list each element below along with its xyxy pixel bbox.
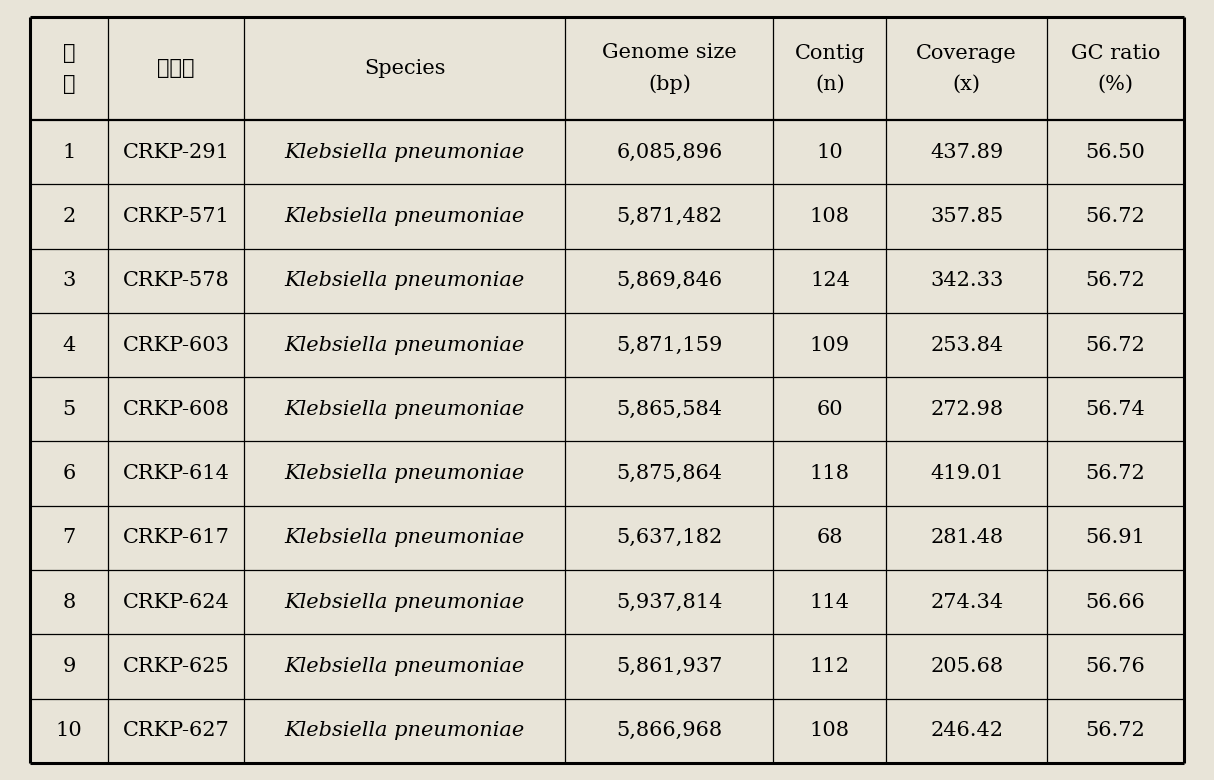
Text: 3: 3 bbox=[62, 271, 75, 290]
Text: 2: 2 bbox=[62, 207, 75, 226]
Text: 5,865,584: 5,865,584 bbox=[617, 400, 722, 419]
Text: 4: 4 bbox=[62, 335, 75, 355]
Text: 5,866,968: 5,866,968 bbox=[617, 722, 722, 740]
Text: Species: Species bbox=[364, 59, 446, 78]
Text: Klebsiella pneumoniae: Klebsiella pneumoniae bbox=[285, 528, 524, 548]
Text: CRKP-608: CRKP-608 bbox=[123, 400, 229, 419]
Text: 357.85: 357.85 bbox=[930, 207, 1003, 226]
Text: Klebsiella pneumoniae: Klebsiella pneumoniae bbox=[285, 593, 524, 612]
Text: 109: 109 bbox=[810, 335, 850, 355]
Text: 108: 108 bbox=[810, 207, 850, 226]
Text: Klebsiella pneumoniae: Klebsiella pneumoniae bbox=[285, 657, 524, 676]
Text: 56.66: 56.66 bbox=[1085, 593, 1145, 612]
Text: 56.72: 56.72 bbox=[1085, 271, 1145, 290]
Text: 56.76: 56.76 bbox=[1085, 657, 1145, 676]
Text: CRKP-627: CRKP-627 bbox=[123, 722, 229, 740]
Text: 56.72: 56.72 bbox=[1085, 335, 1145, 355]
Text: GC ratio
(%): GC ratio (%) bbox=[1071, 44, 1159, 94]
Text: 56.72: 56.72 bbox=[1085, 207, 1145, 226]
Text: Klebsiella pneumoniae: Klebsiella pneumoniae bbox=[285, 464, 524, 483]
Text: 1: 1 bbox=[62, 143, 75, 161]
Text: 10: 10 bbox=[56, 722, 83, 740]
Text: 번
호: 번 호 bbox=[63, 44, 75, 94]
Text: CRKP-291: CRKP-291 bbox=[123, 143, 229, 161]
Text: CRKP-617: CRKP-617 bbox=[123, 528, 229, 548]
Text: CRKP-603: CRKP-603 bbox=[123, 335, 229, 355]
Text: 246.42: 246.42 bbox=[930, 722, 1003, 740]
Text: CRKP-571: CRKP-571 bbox=[123, 207, 229, 226]
Text: 7: 7 bbox=[62, 528, 75, 548]
Text: 56.91: 56.91 bbox=[1085, 528, 1145, 548]
Text: 118: 118 bbox=[810, 464, 850, 483]
Text: 60: 60 bbox=[817, 400, 844, 419]
Text: 56.72: 56.72 bbox=[1085, 464, 1145, 483]
Text: 8: 8 bbox=[62, 593, 75, 612]
Text: 68: 68 bbox=[817, 528, 844, 548]
Text: 5,637,182: 5,637,182 bbox=[617, 528, 722, 548]
Text: 56.50: 56.50 bbox=[1085, 143, 1145, 161]
Text: 274.34: 274.34 bbox=[930, 593, 1003, 612]
Text: 5,871,482: 5,871,482 bbox=[617, 207, 722, 226]
Text: 281.48: 281.48 bbox=[930, 528, 1003, 548]
Text: CRKP-625: CRKP-625 bbox=[123, 657, 229, 676]
Text: Klebsiella pneumoniae: Klebsiella pneumoniae bbox=[285, 207, 524, 226]
Text: 6,085,896: 6,085,896 bbox=[617, 143, 722, 161]
Text: 124: 124 bbox=[810, 271, 850, 290]
Text: CRKP-578: CRKP-578 bbox=[123, 271, 229, 290]
Text: 6: 6 bbox=[62, 464, 75, 483]
Text: Genome size
(bp): Genome size (bp) bbox=[602, 43, 737, 94]
Text: 272.98: 272.98 bbox=[930, 400, 1003, 419]
Text: Klebsiella pneumoniae: Klebsiella pneumoniae bbox=[285, 143, 524, 161]
Text: Klebsiella pneumoniae: Klebsiella pneumoniae bbox=[285, 722, 524, 740]
Text: 5,875,864: 5,875,864 bbox=[617, 464, 722, 483]
Text: 5,871,159: 5,871,159 bbox=[617, 335, 722, 355]
Text: 9: 9 bbox=[62, 657, 75, 676]
Text: 5,937,814: 5,937,814 bbox=[617, 593, 722, 612]
Text: 10: 10 bbox=[817, 143, 844, 161]
Text: 419.01: 419.01 bbox=[930, 464, 1004, 483]
Text: 342.33: 342.33 bbox=[930, 271, 1003, 290]
Text: 205.68: 205.68 bbox=[930, 657, 1003, 676]
Text: CRKP-614: CRKP-614 bbox=[123, 464, 229, 483]
Text: CRKP-624: CRKP-624 bbox=[123, 593, 229, 612]
Text: 5,869,846: 5,869,846 bbox=[617, 271, 722, 290]
Text: Klebsiella pneumoniae: Klebsiella pneumoniae bbox=[285, 400, 524, 419]
Text: 108: 108 bbox=[810, 722, 850, 740]
Text: Klebsiella pneumoniae: Klebsiella pneumoniae bbox=[285, 271, 524, 290]
Text: 437.89: 437.89 bbox=[930, 143, 1003, 161]
Text: Klebsiella pneumoniae: Klebsiella pneumoniae bbox=[285, 335, 524, 355]
Text: 114: 114 bbox=[810, 593, 850, 612]
Text: 균주명: 균주명 bbox=[158, 59, 194, 78]
Text: 56.72: 56.72 bbox=[1085, 722, 1145, 740]
Text: 253.84: 253.84 bbox=[930, 335, 1003, 355]
Text: 56.74: 56.74 bbox=[1085, 400, 1145, 419]
Text: 112: 112 bbox=[810, 657, 850, 676]
Text: Coverage
(x): Coverage (x) bbox=[917, 44, 1017, 94]
Text: 5: 5 bbox=[62, 400, 75, 419]
Text: 5,861,937: 5,861,937 bbox=[617, 657, 722, 676]
Text: Contig
(n): Contig (n) bbox=[795, 44, 866, 94]
